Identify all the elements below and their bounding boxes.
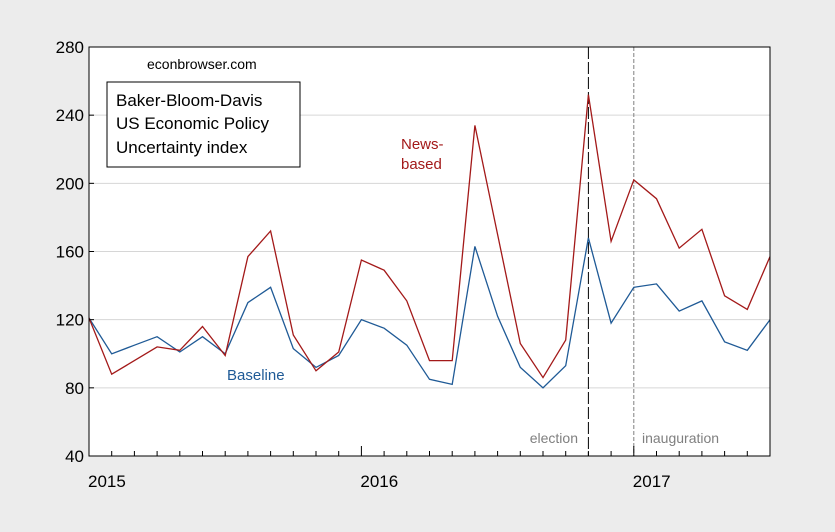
vline-label-election: election: [530, 430, 578, 446]
series-label-baseline: Baseline: [227, 367, 285, 384]
x-tick-label: 2017: [633, 472, 671, 491]
title-box: Baker-Bloom-Davis US Economic Policy Unc…: [106, 81, 301, 168]
title-box-frame: [106, 81, 301, 168]
x-tick-label: 2016: [360, 472, 398, 491]
title-line-3: Uncertainty index: [116, 138, 248, 157]
y-tick-label: 40: [65, 447, 84, 466]
source-note: econbrowser.com: [147, 56, 257, 72]
series-label-news-line-2: based: [401, 156, 442, 173]
y-tick-label: 240: [56, 106, 84, 125]
x-axis: 2015 2016 2017: [88, 446, 771, 491]
y-tick-label: 80: [65, 379, 84, 398]
series-label-news-line-1: News-: [401, 136, 444, 153]
title-line-1: Baker-Bloom-Davis: [116, 91, 262, 110]
series-line-baseline: [88, 237, 771, 389]
series-line-news-based: [88, 94, 771, 379]
event-lines: [587, 47, 635, 456]
vline-label-inauguration: inauguration: [642, 430, 719, 446]
y-tick-label: 120: [56, 311, 84, 330]
y-tick-label: 200: [56, 174, 84, 193]
x-tick-label: 2015: [88, 472, 126, 491]
y-tick-label: 280: [56, 38, 84, 57]
series-lines: [88, 94, 771, 389]
y-axis: 40 80 120 160 200 240 280: [56, 38, 94, 466]
title-line-2: US Economic Policy: [116, 114, 270, 133]
y-tick-label: 160: [56, 243, 84, 262]
